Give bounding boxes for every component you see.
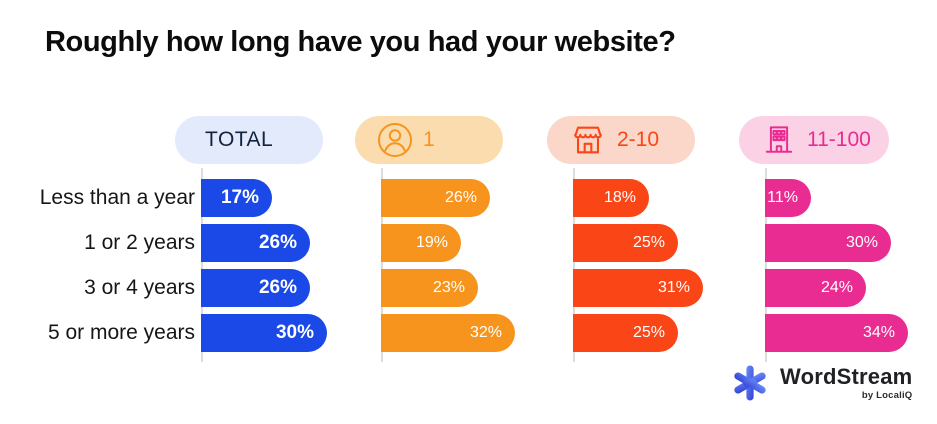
series-badge-2-10: 2-10 <box>547 116 695 164</box>
bar-value-label: 34% <box>862 324 895 341</box>
bar-total-1-or-2-years: 26% <box>201 224 310 262</box>
bar-value-label: 26% <box>258 232 297 253</box>
bar-value-label: 11% <box>767 189 798 206</box>
brand-name: WordStream <box>780 363 913 389</box>
bar-2-10-less-than-a-year: 18% <box>573 179 649 217</box>
bar-1-1-or-2-years: 19% <box>381 224 461 262</box>
bar-value-label: 30% <box>845 234 878 251</box>
person-icon <box>377 122 413 158</box>
brand-subtitle: by LocaliQ <box>861 390 913 402</box>
bar-value-label: 23% <box>432 279 465 296</box>
bar-value-label: 26% <box>258 277 297 298</box>
page-title: Roughly how long have you had your websi… <box>45 26 676 58</box>
wordstream-logo: WordStream by LocaliQ <box>730 363 912 403</box>
bar-1-less-than-a-year: 26% <box>381 179 490 217</box>
row-label-less-than-a-year: Less than a year <box>39 186 195 209</box>
bar-11-100-5-or-more-years: 34% <box>765 314 908 352</box>
bar-1-5-or-more-years: 32% <box>381 314 515 352</box>
brand-block: WordStream by LocaliQ <box>780 365 912 401</box>
series-badge-11-100: 11-100 <box>739 116 889 164</box>
asterisk-icon <box>730 363 770 403</box>
series-badge-label: 2-10 <box>617 128 660 151</box>
row-label-1-or-2-years: 1 or 2 years <box>84 231 195 254</box>
storefront-icon <box>569 121 607 159</box>
bar-total-5-or-more-years: 30% <box>201 314 327 352</box>
bar-2-10-3-or-4-years: 31% <box>573 269 703 307</box>
bar-value-label: 17% <box>220 187 259 208</box>
series-badge-total: TOTAL <box>175 116 323 164</box>
series-badge-label: 11-100 <box>807 128 871 151</box>
row-label-3-or-4-years: 3 or 4 years <box>84 276 195 299</box>
axis-line <box>381 168 383 362</box>
axis-line <box>765 168 767 362</box>
bar-value-label: 26% <box>444 189 477 206</box>
building-icon <box>761 122 797 158</box>
bar-value-label: 19% <box>415 234 448 251</box>
axis-line <box>573 168 575 362</box>
bar-total-3-or-4-years: 26% <box>201 269 310 307</box>
bar-value-label: 18% <box>603 189 636 206</box>
bar-value-label: 25% <box>632 234 665 251</box>
bar-value-label: 31% <box>657 279 690 296</box>
bar-value-label: 24% <box>820 279 853 296</box>
axis-line <box>201 168 203 362</box>
bar-2-10-1-or-2-years: 25% <box>573 224 678 262</box>
series-badge-1: 1 <box>355 116 503 164</box>
row-label-5-or-more-years: 5 or more years <box>47 321 195 344</box>
bar-11-100-1-or-2-years: 30% <box>765 224 891 262</box>
bar-2-10-5-or-more-years: 25% <box>573 314 678 352</box>
bar-1-3-or-4-years: 23% <box>381 269 478 307</box>
bar-value-label: 25% <box>632 324 665 341</box>
series-badge-label: 1 <box>423 128 435 151</box>
bar-value-label: 32% <box>469 324 502 341</box>
bar-11-100-less-than-a-year: 11% <box>765 179 811 217</box>
series-badge-label: TOTAL <box>205 128 274 151</box>
bar-value-label: 30% <box>275 322 314 343</box>
bar-total-less-than-a-year: 17% <box>201 179 272 217</box>
bar-11-100-3-or-4-years: 24% <box>765 269 866 307</box>
